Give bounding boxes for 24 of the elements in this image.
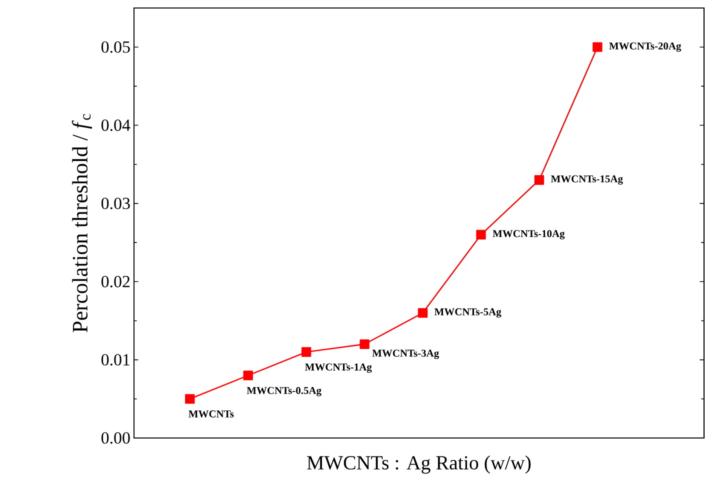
data-label: MWCNTs-15Ag: [550, 175, 623, 185]
y-tick-label: 0.00: [101, 432, 130, 444]
data-label: MWCNTs-0.5Ag: [246, 386, 322, 396]
point: [418, 308, 428, 318]
y-tick-label: 0.01: [101, 354, 130, 366]
data-label: MWCNTs-3Ag: [372, 350, 440, 359]
y-tick-label: 0.02: [101, 276, 130, 288]
point: [476, 230, 486, 240]
x-axis-title: MWCNTs : Ag Ratio (w/w): [307, 456, 531, 474]
point: [360, 339, 370, 350]
data-label: MWCNTs-5Ag: [434, 308, 502, 318]
point: [185, 394, 195, 404]
data-label: MWCNTs-20Ag: [609, 42, 682, 52]
y-tick-label: 0.03: [101, 198, 130, 210]
data-label: MWCNTs-10Ag: [492, 230, 565, 240]
data-label: MWCNTs-1Ag: [305, 364, 372, 373]
point: [592, 42, 602, 52]
data-label: MWCNTs: [188, 410, 234, 418]
point: [302, 347, 312, 357]
y-tick-label: 0.05: [101, 41, 130, 53]
y-axis-title: Percolation threshold / f$_{c}$: [72, 114, 92, 332]
y-tick-label: 0.04: [101, 120, 130, 132]
point: [243, 370, 253, 380]
point: [534, 175, 544, 185]
